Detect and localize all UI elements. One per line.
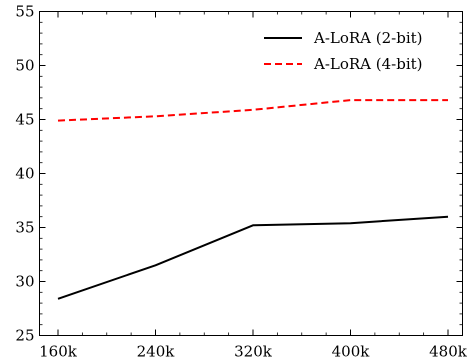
legend-label-1: A-LoRA (2-bit) <box>313 29 423 47</box>
x-tick-labels: 160k 240k 320k 400k 480k <box>39 343 468 360</box>
y-tick-label: 55 <box>15 3 34 21</box>
legend-label-2: A-LoRA (4-bit) <box>313 55 423 73</box>
series-line-2 <box>57 99 448 122</box>
x-tick-label: 160k <box>39 343 78 360</box>
x-tick-label: 240k <box>137 343 176 360</box>
y-tick-labels: 25 30 35 40 45 50 55 <box>15 3 34 345</box>
x-tick-label: 320k <box>234 343 273 360</box>
y-tick-label: 30 <box>15 273 34 291</box>
legend: A-LoRA (2-bit) A-LoRA (4-bit) <box>264 29 423 73</box>
y-tick-label: 50 <box>15 57 34 75</box>
y-tick-label: 45 <box>15 111 34 129</box>
y-tick-label: 40 <box>15 165 34 183</box>
x-tick-label: 480k <box>429 343 468 360</box>
y-tick-label: 35 <box>15 219 34 237</box>
x-tick-label: 400k <box>332 343 371 360</box>
y-tick-label: 25 <box>15 327 34 345</box>
plot-frame <box>39 11 463 336</box>
series-line-1 <box>57 215 449 300</box>
series-layer <box>57 99 449 300</box>
